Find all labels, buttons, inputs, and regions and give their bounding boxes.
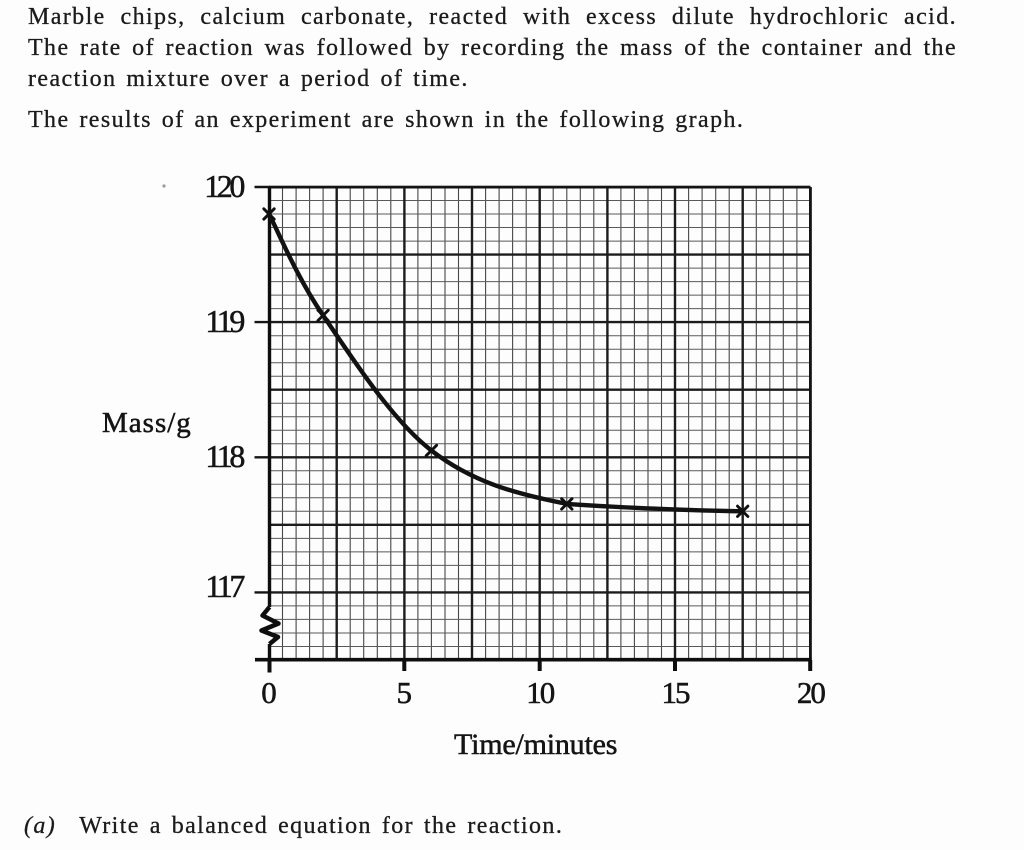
svg-text:119: 119 (205, 303, 244, 339)
svg-text:Time/minutes: Time/minutes (454, 728, 617, 761)
svg-text:15: 15 (662, 675, 691, 710)
svg-text:0: 0 (261, 675, 277, 710)
svg-text:5: 5 (397, 675, 413, 710)
svg-text:20: 20 (797, 675, 826, 710)
svg-text:117: 117 (205, 568, 245, 604)
svg-text:118: 118 (205, 438, 244, 474)
svg-text:Mass/g: Mass/g (102, 407, 192, 439)
svg-text:120: 120 (204, 168, 244, 204)
svg-text:10: 10 (526, 675, 555, 710)
